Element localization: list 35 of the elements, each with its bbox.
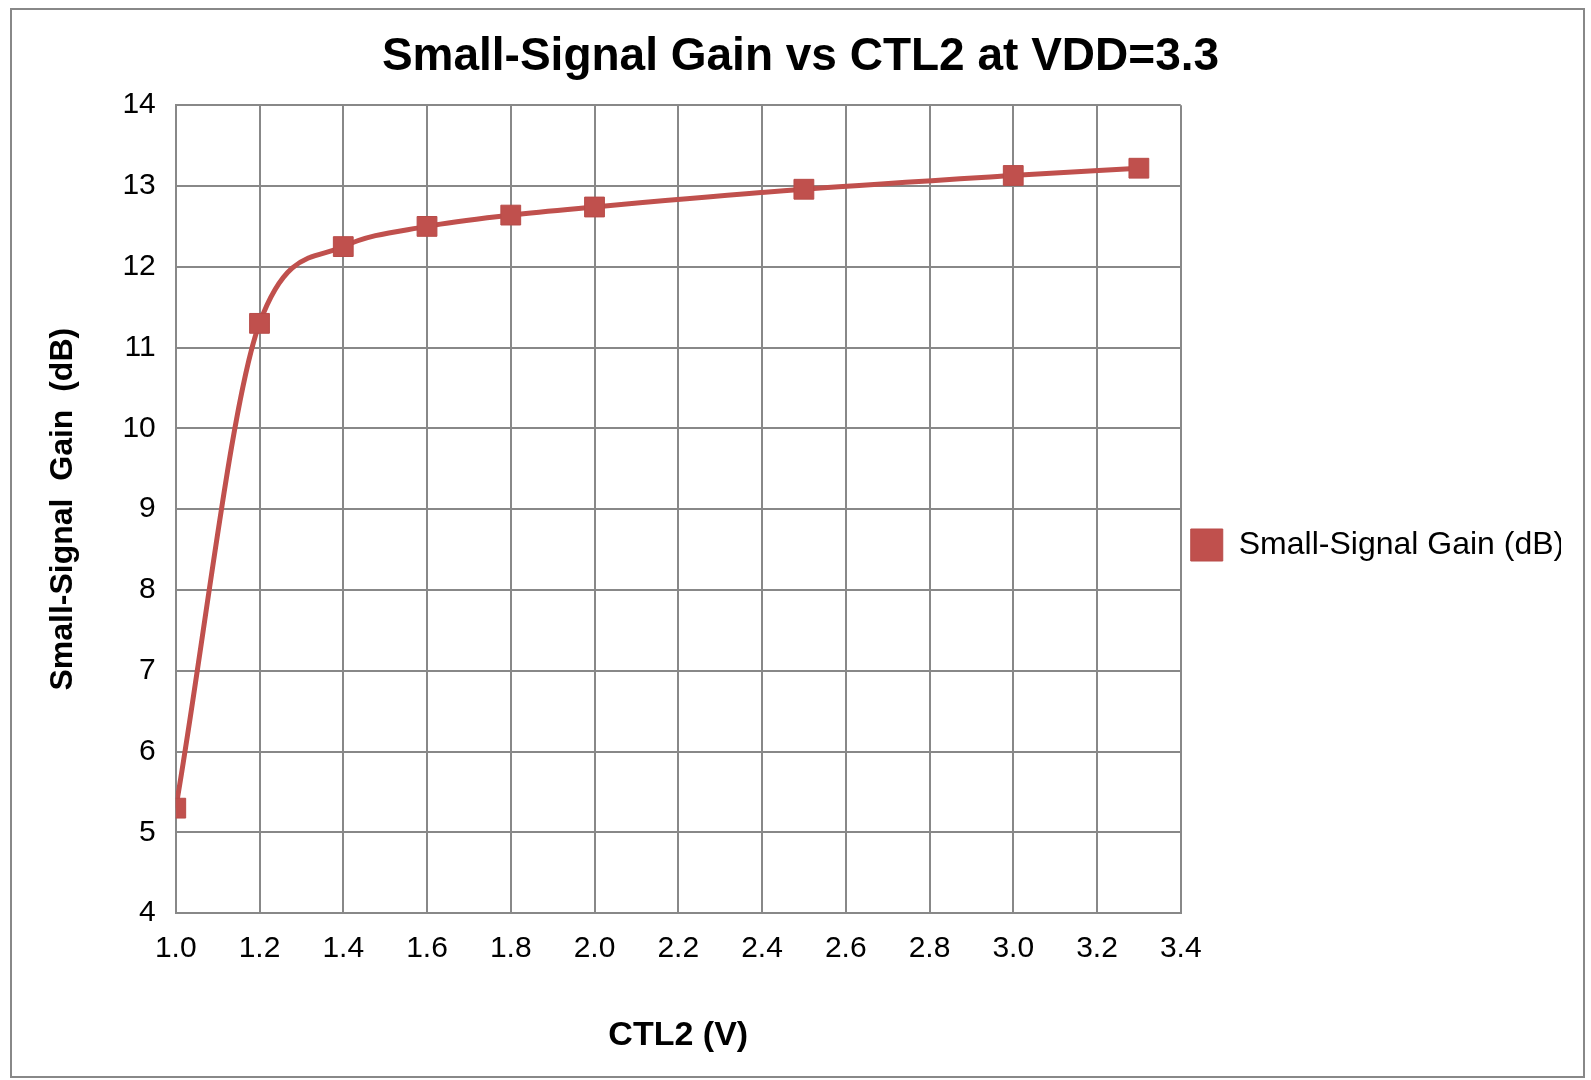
- y-tick-label: 13: [122, 167, 156, 201]
- y-axis-title: Small-Signal Gain (dB): [43, 327, 80, 691]
- point: [1128, 157, 1150, 179]
- x-tick-label: 2.6: [824, 930, 867, 964]
- point: [584, 196, 605, 218]
- x-tick-label: 2.0: [573, 930, 616, 964]
- y-tick-label: 14: [122, 86, 156, 120]
- x-axis-title: CTL2 (V): [608, 1013, 749, 1052]
- chart-title: Small-Signal Gain vs CTL2 at VDD=3.3: [381, 28, 1220, 81]
- y-tick-label: 12: [122, 248, 156, 282]
- x-tick-label: 1.6: [406, 930, 448, 964]
- point: [500, 204, 522, 226]
- point: [1002, 165, 1024, 186]
- x-tick-label: 1.2: [238, 930, 281, 964]
- y-tick-label: 10: [122, 409, 156, 443]
- x-tick-label: 1.0: [154, 930, 197, 964]
- y-tick-label: 4: [139, 894, 156, 928]
- x-tick-label: 1.4: [322, 930, 365, 964]
- y-tick-label: 6: [139, 732, 156, 766]
- x-tick-label: 3.2: [1076, 930, 1118, 964]
- y-tick-label: 7: [139, 652, 156, 686]
- y-tick-label: 11: [124, 328, 156, 362]
- x-tick-label: 2.2: [657, 930, 700, 964]
- x-tick-label: 2.4: [741, 930, 783, 964]
- y-tick-label: 9: [139, 490, 156, 524]
- x-tick-label: 1.8: [489, 930, 532, 964]
- x-tick-label: 3.0: [992, 930, 1035, 964]
- x-tick-label: 2.8: [908, 930, 951, 964]
- point: [793, 178, 815, 200]
- y-tick-label: 5: [139, 813, 156, 847]
- point: [416, 216, 438, 237]
- x-tick-label: 3.4: [1159, 930, 1202, 964]
- point: [249, 312, 270, 334]
- y-tick-label: 8: [139, 571, 156, 605]
- point: [332, 236, 354, 257]
